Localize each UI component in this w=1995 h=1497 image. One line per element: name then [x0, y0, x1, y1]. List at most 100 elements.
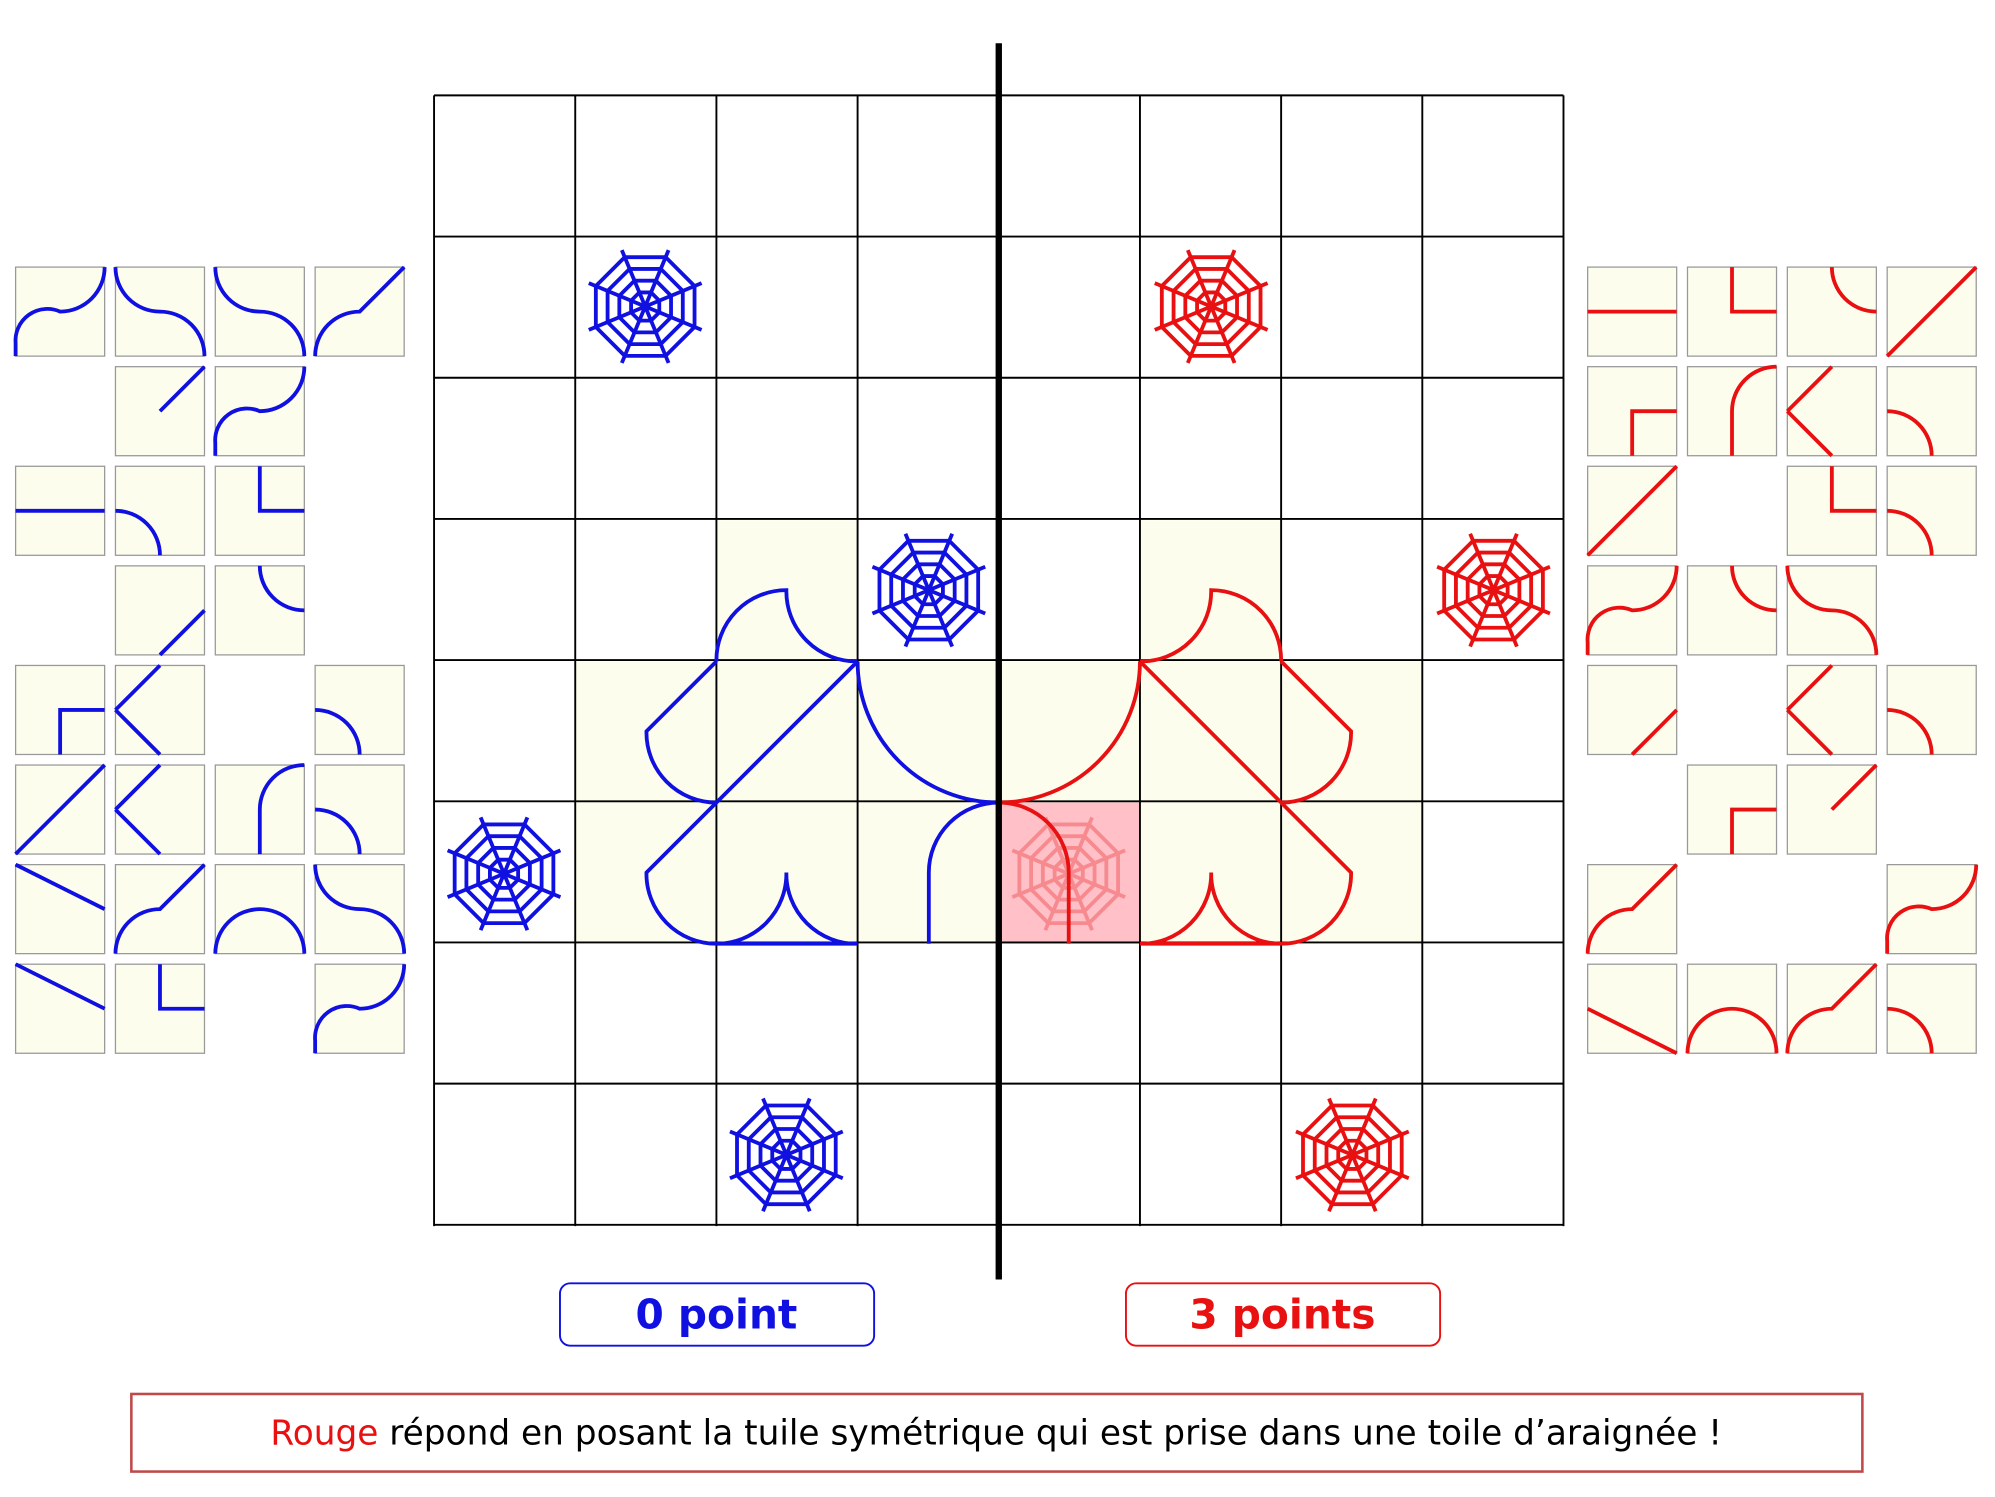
tile-line	[158, 609, 206, 657]
tile-line	[1887, 1006, 1934, 1054]
hand-tile	[114, 763, 206, 856]
red-score-box	[1125, 1282, 1442, 1347]
tile-line	[257, 763, 305, 855]
web-ring	[877, 538, 981, 642]
hand-tile	[213, 266, 307, 357]
tile-hands	[13, 265, 1979, 1055]
web-ring	[1017, 822, 1120, 926]
web-ring	[1029, 834, 1109, 914]
tile-line	[1730, 807, 1777, 855]
hand-tile	[14, 465, 106, 556]
blue-tiles	[644, 588, 999, 946]
tile-bg	[314, 764, 405, 855]
hand-tile	[1686, 565, 1778, 656]
web-spokes	[446, 816, 562, 931]
tile-bg	[14, 963, 106, 1054]
tile-bg	[1886, 963, 1977, 1054]
web-ring	[617, 278, 673, 335]
hand-tile	[1886, 664, 1977, 756]
hand-tile	[114, 963, 206, 1054]
web-ring	[629, 290, 662, 323]
tile-line	[1830, 763, 1878, 811]
red-tiles	[998, 588, 1353, 946]
hand-tile	[1587, 266, 1678, 357]
tile-line	[1630, 708, 1679, 756]
tile-line	[115, 508, 162, 556]
web-ring	[1336, 1138, 1369, 1171]
tile-bg	[114, 565, 206, 656]
spider-web	[1154, 249, 1269, 364]
web-ring	[1442, 538, 1545, 642]
hand-tile	[1886, 366, 1977, 457]
hand-tile	[213, 863, 307, 955]
web-ring	[1040, 846, 1097, 902]
message-player: Rouge	[270, 1413, 378, 1453]
tile-line	[1829, 267, 1877, 314]
web-ring	[1312, 1115, 1392, 1195]
tile-bg	[1886, 664, 1977, 756]
spider-web	[1436, 533, 1551, 648]
web-ring	[735, 1103, 838, 1207]
web-ring	[452, 822, 556, 926]
tile-line	[1730, 267, 1777, 314]
web-spokes	[1154, 249, 1269, 364]
web-ring	[1465, 562, 1522, 618]
tile-bg	[1786, 664, 1878, 756]
tile-bg	[1886, 366, 1977, 457]
hand-tile	[14, 862, 106, 955]
tile-line	[58, 708, 105, 755]
web-ring	[1301, 1103, 1404, 1207]
hand-tile	[1785, 664, 1878, 756]
hand-tile	[213, 366, 307, 457]
tile-line	[313, 265, 406, 357]
tile-line	[213, 366, 307, 456]
tile-line	[1630, 409, 1677, 456]
tile-line	[313, 864, 407, 954]
tile-line	[14, 763, 106, 856]
tile-line	[14, 862, 106, 911]
hand-tile	[1785, 962, 1878, 1054]
web-ring	[1195, 290, 1228, 323]
tile-line	[13, 267, 107, 357]
hand-tile	[1785, 565, 1879, 656]
hand-tile	[14, 664, 106, 756]
tile-bg	[14, 863, 106, 955]
tile-line	[1730, 565, 1777, 613]
tile-line	[1785, 565, 1879, 655]
tile-bg	[1587, 664, 1678, 756]
web-spokes	[729, 1097, 844, 1212]
hand-tile	[114, 365, 206, 457]
message-box	[130, 1392, 1864, 1473]
hand-tile	[214, 565, 305, 656]
hand-tile	[1786, 266, 1878, 357]
hand-tile	[113, 863, 206, 955]
web-spokes	[588, 249, 703, 364]
tile-line	[1586, 464, 1679, 557]
blue-score-box	[559, 1282, 876, 1347]
hand-tile	[1586, 963, 1678, 1055]
tile-line	[1585, 863, 1679, 954]
tile-line	[313, 964, 407, 1054]
hand-tile	[1685, 963, 1779, 1054]
hand-tile	[214, 465, 305, 556]
tile-bg	[114, 664, 206, 756]
tile-line	[114, 763, 162, 856]
blue-score: 0 point	[635, 1291, 797, 1339]
web-ring	[1183, 278, 1239, 335]
hand-tile	[313, 863, 407, 955]
tile-line	[213, 907, 307, 954]
tile-bg	[314, 664, 405, 756]
web-ring	[912, 574, 945, 607]
hand-tile	[1587, 664, 1679, 756]
web-ring	[889, 550, 969, 630]
hand-tile	[1586, 464, 1679, 557]
message: Rouge répond en posant la tuile symétriq…	[270, 1413, 1722, 1453]
web-ring	[1171, 267, 1251, 347]
web-ring	[476, 846, 532, 902]
tile-line	[315, 708, 362, 755]
tile-bg	[1786, 266, 1878, 357]
web-ring	[1159, 255, 1263, 358]
tile-line	[1887, 508, 1934, 556]
hand-tile	[1785, 365, 1878, 458]
